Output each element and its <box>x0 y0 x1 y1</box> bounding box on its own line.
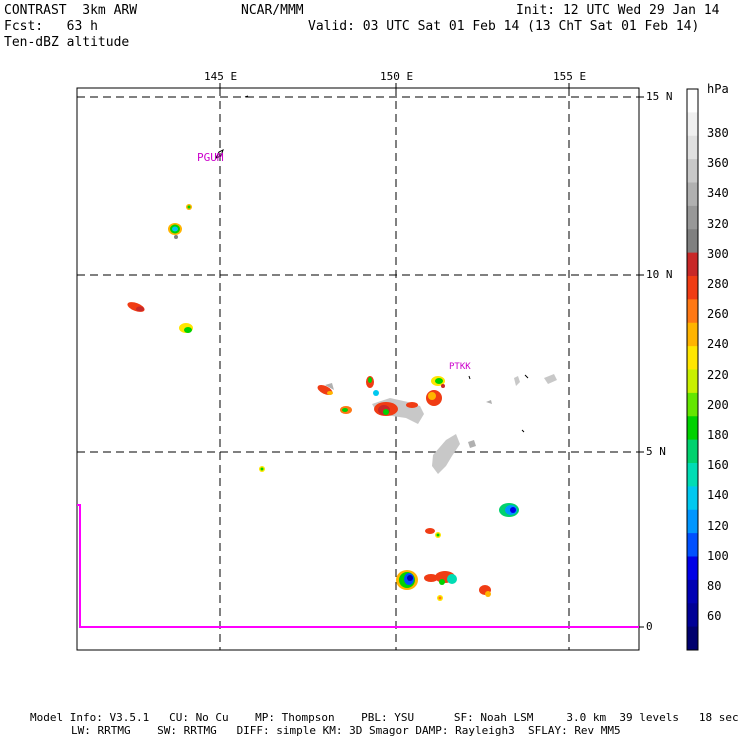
model-info-line2: LW: RRTMG SW: RRTMG DIFF: simple KM: 3D … <box>71 724 621 737</box>
colorbar <box>686 88 699 651</box>
colorbar-swatch <box>687 252 698 277</box>
colorbar-swatch <box>687 533 698 557</box>
colorbar-swatch <box>687 299 698 324</box>
colorbar-swatch <box>687 392 698 417</box>
colorbar-label: 220 <box>707 367 729 382</box>
domain-boundary <box>77 504 639 628</box>
colorbar-swatch <box>687 603 698 628</box>
colorbar-label: 240 <box>707 337 729 352</box>
lat-label-5n: 5 N <box>646 445 666 458</box>
colorbar-label: 340 <box>707 186 729 201</box>
colorbar-label: 380 <box>707 126 729 140</box>
colorbar-label: 120 <box>707 518 729 533</box>
colorbar-swatch <box>687 182 698 207</box>
colorbar-swatch <box>687 626 698 651</box>
colorbar-swatch <box>687 159 698 183</box>
lat-lon-grid <box>77 88 639 650</box>
ticks <box>219 83 644 628</box>
colorbar-label: 280 <box>707 277 729 291</box>
org-label: NCAR/MMM <box>241 3 304 18</box>
colorbar-swatch <box>687 486 698 511</box>
colorbar-swatch <box>687 322 698 347</box>
colorbar-swatch <box>687 112 698 137</box>
lon-label-155e: 155 E <box>553 70 587 83</box>
colorbar-label: 140 <box>707 488 729 503</box>
colorbar-swatch <box>687 205 698 230</box>
station-label-ptkk: PTKK <box>449 362 471 372</box>
colorbar-unit: hPa <box>707 82 729 96</box>
colorbar-swatch <box>687 509 698 534</box>
lon-label-145e: 145 E <box>204 70 238 83</box>
colorbar-swatch <box>687 135 698 160</box>
colorbar-label: 300 <box>707 246 729 261</box>
map-frame <box>76 87 640 651</box>
colorbar-label: 180 <box>707 428 729 442</box>
init-time: Init: 12 UTC Wed 29 Jan 14 <box>516 3 720 18</box>
colorbar-swatch <box>687 463 698 487</box>
lat-label-15n: 15 N <box>646 90 673 103</box>
convective-cells <box>127 204 519 601</box>
colorbar-label: 160 <box>707 458 729 473</box>
field-name: Ten-dBZ altitude <box>4 35 130 50</box>
model-title: CONTRAST 3km ARW <box>4 3 138 18</box>
colorbar-label: 60 <box>707 609 722 624</box>
coastlines <box>214 95 529 433</box>
colorbar-swatch <box>687 89 698 113</box>
station-label-pgum: PGUM <box>197 151 224 164</box>
colorbar-label: 360 <box>707 156 729 171</box>
colorbar-swatch <box>687 556 698 581</box>
valid-time: Valid: 03 UTC Sat 01 Feb 14 (13 ChT Sat … <box>308 19 700 34</box>
model-info-line1: Model Info: V3.5.1 CU: No Cu MP: Thompso… <box>30 711 739 724</box>
colorbar-swatch <box>687 579 698 604</box>
colorbar-label: 100 <box>707 548 729 563</box>
colorbar-swatch <box>687 276 698 300</box>
colorbar-swatch <box>687 229 698 254</box>
colorbar-label: 320 <box>707 216 729 231</box>
colorbar-swatch <box>687 369 698 394</box>
guam-coast <box>214 149 224 159</box>
forecast-hour: Fcst: 63 h <box>4 19 98 34</box>
colorbar-label: 260 <box>707 307 729 322</box>
lat-label-0: 0 <box>646 620 653 633</box>
colorbar-swatch <box>687 439 698 464</box>
colorbar-label: 200 <box>707 397 729 412</box>
colorbar-swatch <box>687 416 698 441</box>
lon-label-150e: 150 E <box>380 70 414 83</box>
colorbar-swatch <box>687 346 698 370</box>
colorbar-label: 80 <box>707 579 722 593</box>
lat-label-10n: 10 N <box>646 268 673 281</box>
colorbar-frame <box>686 88 699 651</box>
